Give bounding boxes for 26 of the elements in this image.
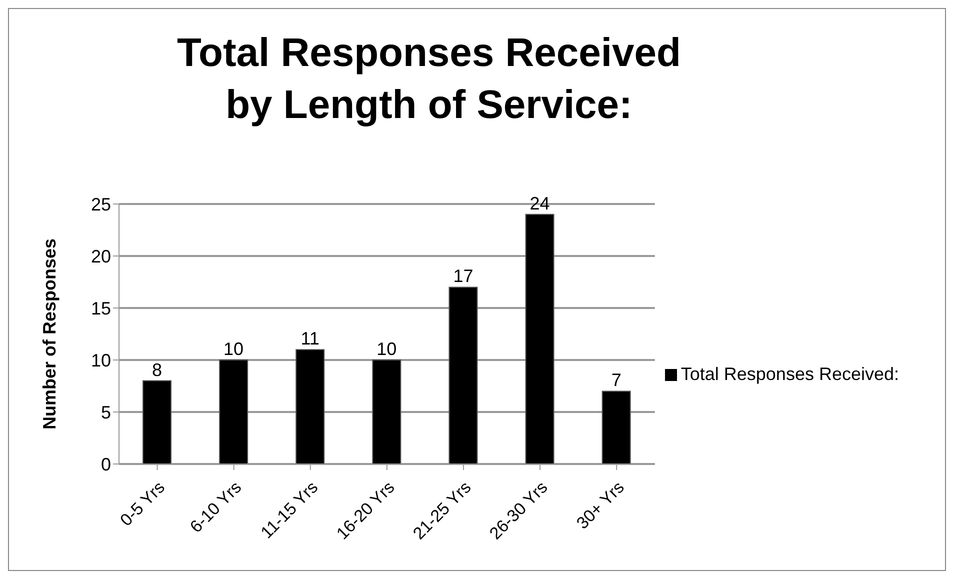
- legend-label: Total Responses Received:: [680, 364, 899, 384]
- data-label: 10: [224, 339, 244, 359]
- data-label: 10: [376, 339, 397, 359]
- data-label: 7: [611, 370, 622, 390]
- data-label: 24: [530, 193, 550, 214]
- bar: [219, 360, 248, 464]
- y-tick-label: 0: [100, 454, 111, 474]
- y-tick-label: 10: [90, 350, 111, 370]
- bar: [525, 214, 554, 464]
- bar: [296, 349, 325, 464]
- y-axis-title: Number of Responses: [39, 238, 60, 430]
- bar: [602, 390, 631, 464]
- data-label: 11: [300, 328, 320, 349]
- y-tick-label: 25: [90, 194, 111, 214]
- x-tick-label: 30+ Yrs: [572, 478, 628, 533]
- bar: [372, 360, 402, 464]
- y-tick-label: 5: [100, 402, 111, 422]
- bar: [448, 286, 478, 464]
- x-tick-label: 6-10 Yrs: [186, 478, 246, 536]
- chart-title: Total Responses Received by Length of Service:: [176, 30, 682, 129]
- data-label: 17: [453, 266, 474, 286]
- bar: [142, 380, 172, 464]
- y-tick-label: 20: [90, 246, 111, 266]
- data-label: 8: [152, 360, 162, 380]
- y-tick-label: 15: [90, 298, 111, 318]
- x-tick-label: 0-5 Yrs: [116, 478, 169, 530]
